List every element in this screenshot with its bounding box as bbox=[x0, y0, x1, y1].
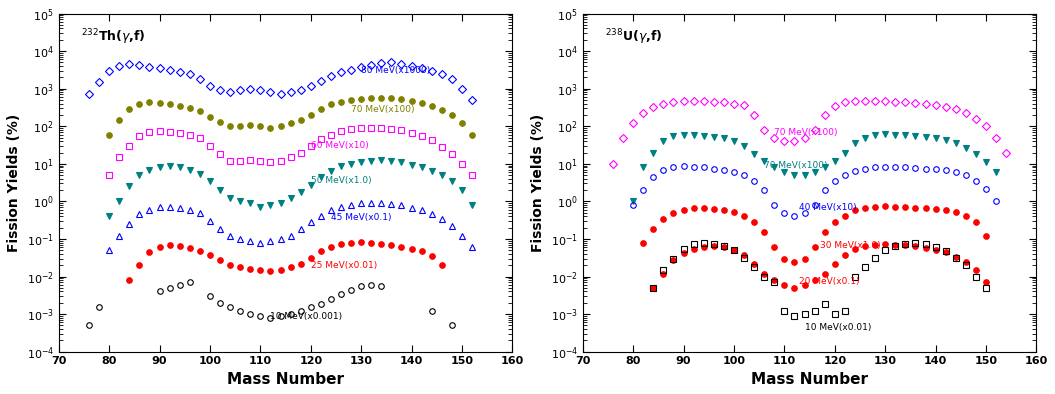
Text: 70 MeV(x100): 70 MeV(x100) bbox=[764, 161, 828, 170]
Text: 30 MeV(x1.0): 30 MeV(x1.0) bbox=[820, 242, 880, 251]
X-axis label: Mass Number: Mass Number bbox=[227, 372, 344, 387]
Text: 80 MeV(x1000): 80 MeV(x1000) bbox=[361, 66, 430, 75]
Text: 70 MeV(x100): 70 MeV(x100) bbox=[351, 105, 415, 114]
Text: 20 MeV(x0.1): 20 MeV(x0.1) bbox=[800, 277, 860, 286]
Text: 45 MeV(x0.1): 45 MeV(x0.1) bbox=[331, 213, 391, 222]
Y-axis label: Fission Yields (%): Fission Yields (%) bbox=[7, 113, 21, 252]
Text: 70 MeV(x100): 70 MeV(x100) bbox=[774, 128, 838, 137]
Text: 60 MeV(x10): 60 MeV(x10) bbox=[311, 141, 368, 151]
Text: 10 MeV(x0.01): 10 MeV(x0.01) bbox=[805, 323, 871, 332]
Text: $^{238}$U($\gamma$,f): $^{238}$U($\gamma$,f) bbox=[606, 27, 663, 46]
Y-axis label: Fission Yields (%): Fission Yields (%) bbox=[531, 113, 545, 252]
Text: 25 MeV(x0.01): 25 MeV(x0.01) bbox=[311, 261, 377, 270]
Text: 40 MeV(x10): 40 MeV(x10) bbox=[800, 203, 857, 212]
Text: 10 MeV(x0.001): 10 MeV(x0.001) bbox=[270, 312, 343, 321]
X-axis label: Mass Number: Mass Number bbox=[751, 372, 868, 387]
Text: $^{232}$Th($\gamma$,f): $^{232}$Th($\gamma$,f) bbox=[81, 27, 146, 46]
Text: 50 MeV(x1.0): 50 MeV(x1.0) bbox=[311, 177, 371, 186]
